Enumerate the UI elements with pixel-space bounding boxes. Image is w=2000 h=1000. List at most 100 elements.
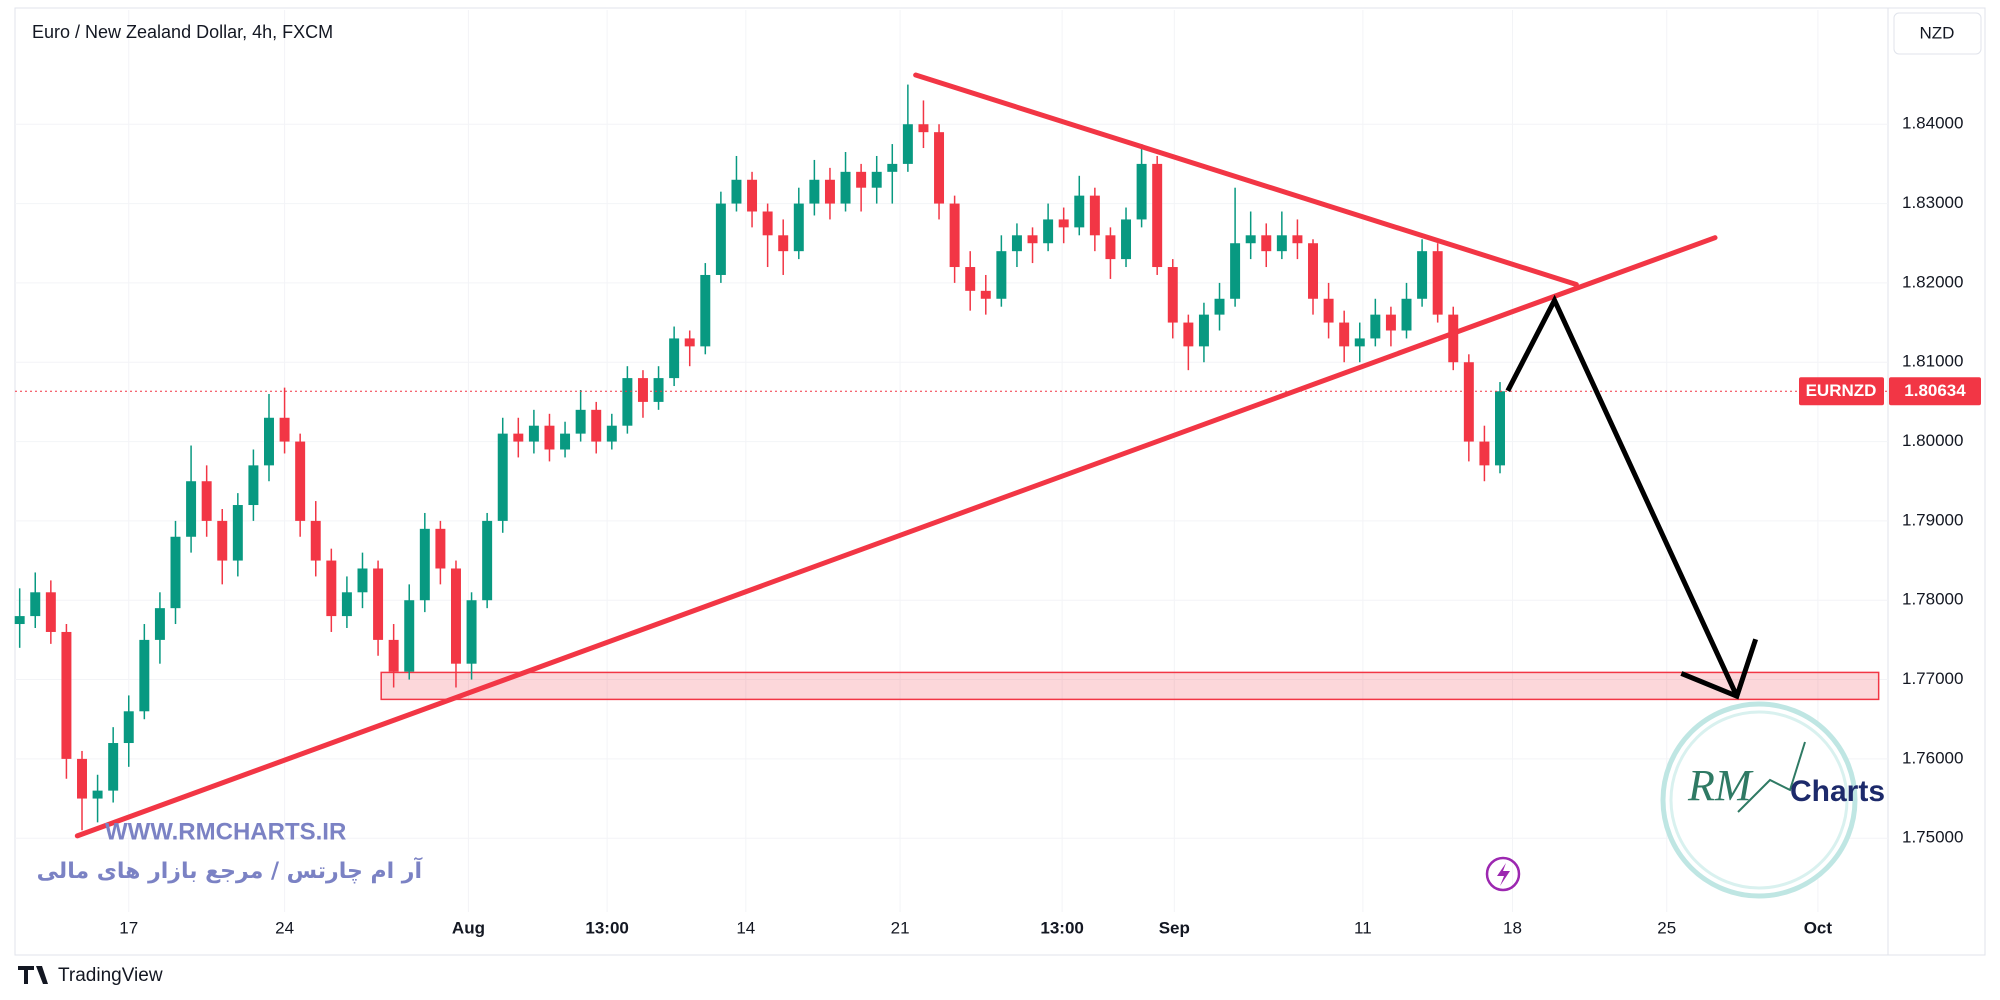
candle-body — [30, 592, 41, 617]
candle-body — [622, 378, 633, 426]
candle-body — [934, 132, 945, 204]
lightning-bolt — [1497, 863, 1510, 886]
currency-label: NZD — [1920, 23, 1955, 42]
y-tick-label: 1.80000 — [1902, 431, 1963, 450]
watermark-site: WWW.RMCHARTS.IR — [105, 818, 346, 845]
candle-body — [684, 338, 695, 347]
candle-body — [560, 433, 571, 450]
currency-button[interactable] — [1893, 12, 1982, 55]
candle-body — [528, 425, 539, 442]
logo-ring-inner — [1669, 710, 1849, 890]
candle-body — [1027, 235, 1038, 244]
candle-body — [435, 528, 446, 569]
y-tick-label: 1.84000 — [1902, 114, 1963, 133]
candle-body — [637, 378, 648, 402]
candle-body — [373, 568, 384, 640]
candle-body — [1043, 219, 1054, 244]
candle-body — [326, 560, 337, 617]
candle-body — [949, 203, 960, 268]
candle-body — [61, 631, 72, 759]
candle-body — [201, 481, 212, 521]
candle-body — [1495, 391, 1505, 466]
y-tick-label: 1.82000 — [1902, 272, 1963, 291]
candle-body — [1370, 314, 1381, 339]
candle-body — [497, 433, 508, 521]
candle-body — [591, 409, 602, 442]
candle-body — [1136, 163, 1147, 220]
plot — [14, 10, 1888, 912]
candle-body — [14, 616, 25, 625]
candle-body — [731, 179, 742, 204]
candle-body — [1261, 235, 1272, 252]
candle-body — [108, 743, 119, 791]
candle-body — [232, 505, 243, 561]
candle-body — [1308, 243, 1318, 299]
candle-body — [715, 203, 726, 275]
candle-body — [186, 481, 197, 537]
price-label-box — [1889, 377, 1981, 406]
candle-body — [1214, 298, 1225, 315]
y-tick-label: 1.81000 — [1902, 352, 1963, 371]
candle-body — [170, 536, 181, 609]
candle-body — [1152, 163, 1163, 268]
x-tick-label: 11 — [1354, 918, 1372, 937]
candle-body — [1105, 235, 1116, 260]
candle-body — [357, 568, 368, 593]
y-tick-label: 1.75000 — [1902, 828, 1963, 847]
x-tick-label: 25 — [1657, 918, 1676, 937]
candle-body — [1448, 314, 1459, 363]
x-tick-label: Oct — [1804, 918, 1833, 937]
candle-body — [1432, 251, 1443, 315]
x-tick-label: 17 — [119, 918, 138, 937]
x-tick-label: 24 — [275, 918, 294, 937]
candle-body — [544, 425, 555, 450]
candle-body — [653, 378, 664, 402]
candle-body — [747, 179, 758, 212]
candle-body — [778, 235, 789, 252]
candle-body — [669, 338, 680, 379]
symbol-label: EURNZD — [1806, 381, 1877, 400]
candle-body — [1230, 243, 1241, 299]
candle-body — [1089, 195, 1100, 236]
candle-body — [388, 639, 399, 672]
logo-arrow — [1737, 741, 1806, 813]
candle-body — [965, 267, 976, 291]
x-tick-label: 21 — [891, 918, 910, 937]
y-tick-label: 1.77000 — [1902, 669, 1963, 688]
candle-body — [1074, 195, 1085, 228]
candle-body — [248, 465, 259, 506]
trendline — [913, 72, 1579, 287]
candle-body — [92, 790, 103, 799]
candle-body — [123, 711, 134, 744]
candle-body — [419, 528, 430, 601]
candle-body — [1245, 235, 1256, 244]
candle-body — [466, 600, 477, 664]
candle-body — [762, 211, 773, 236]
y-tick-label: 1.76000 — [1902, 748, 1963, 767]
candle-body — [1276, 235, 1287, 252]
candle-body — [1479, 441, 1490, 466]
candle-body — [217, 520, 228, 561]
y-tick-label: 1.79000 — [1902, 510, 1963, 529]
lightning-icon[interactable] — [1485, 856, 1521, 892]
candle-body — [700, 274, 711, 347]
candle-body — [404, 600, 415, 672]
candle-body — [980, 290, 991, 299]
candle-body — [1339, 322, 1350, 347]
candle-body — [824, 179, 835, 204]
logo-text: Charts — [1790, 775, 1885, 808]
candle-body — [606, 425, 617, 442]
candle-body — [1058, 219, 1069, 228]
x-tick-label: Aug — [452, 918, 485, 937]
candle-body — [575, 409, 586, 434]
candle-body — [513, 433, 524, 442]
price-label: 1.80634 — [1904, 381, 1966, 400]
candle-body — [264, 417, 274, 466]
candle-body — [154, 608, 165, 640]
candle-body — [902, 124, 913, 164]
chart-frame — [14, 7, 1986, 956]
candle-body — [77, 758, 87, 799]
candle-body — [279, 417, 290, 442]
candle-body — [295, 441, 306, 521]
candle-body — [1167, 267, 1178, 323]
